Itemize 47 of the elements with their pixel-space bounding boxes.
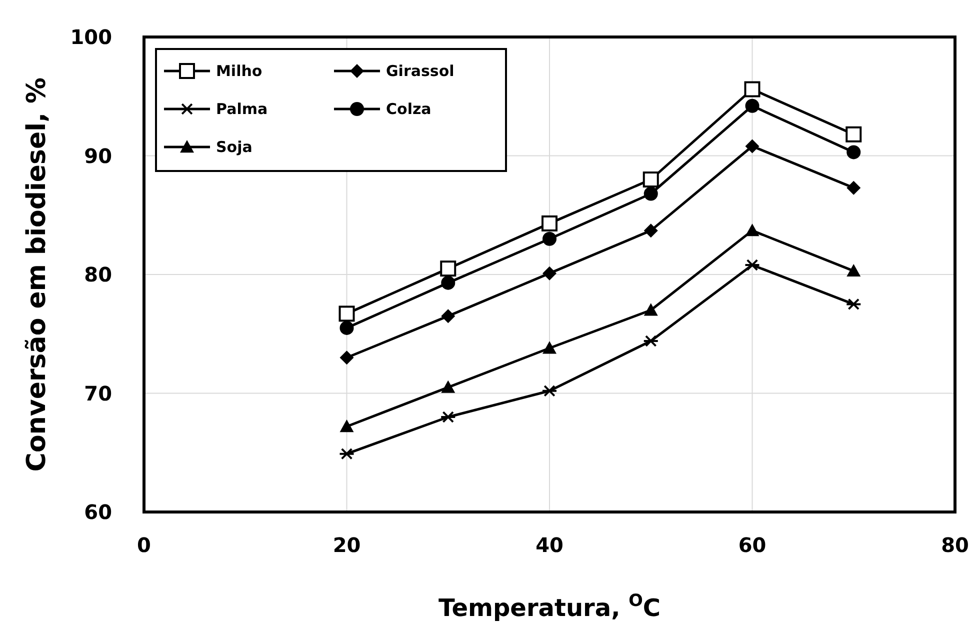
point [542,341,556,354]
point [338,306,355,322]
point [340,320,354,335]
point [338,448,355,460]
legend-label: Colza [386,100,432,118]
point [644,303,658,316]
x-tick-label: 80 [941,533,969,557]
point [745,98,760,113]
point [440,411,456,423]
x-tick-label: 0 [137,533,151,557]
y-tick-label: 90 [84,144,112,168]
point [745,224,760,236]
x-axis-title: Temperatura, $^{O}$C [438,590,660,622]
y-axis-title: Conversão em biodiesel, % [22,77,52,472]
point [441,380,456,393]
x-tick-label: 40 [536,533,564,557]
point [542,384,558,397]
point [542,266,556,280]
point [846,264,861,277]
point [441,276,456,290]
y-tick-label: 100 [70,25,112,49]
point [644,186,658,201]
point [846,126,862,142]
point [846,145,861,160]
y-tick-label: 70 [84,381,112,406]
point [846,180,861,195]
point [642,335,659,347]
legend-label: Girassol [386,62,454,80]
point [744,259,760,271]
point [440,260,456,277]
y-tick-label: 60 [84,500,112,524]
point [745,139,760,154]
y-tick-label: 80 [84,262,112,286]
point [441,309,456,324]
point [542,215,558,232]
point [340,350,354,365]
x-tick-label: 60 [738,533,766,557]
point [744,81,760,98]
point [340,420,354,432]
point [846,298,862,310]
legend-label: Palma [216,100,268,118]
x-tick-label: 20 [332,533,361,557]
point [542,232,556,246]
point [642,172,659,188]
point [644,224,658,238]
legend-label: Soja [216,138,252,156]
legend-label: Milho [216,62,262,80]
